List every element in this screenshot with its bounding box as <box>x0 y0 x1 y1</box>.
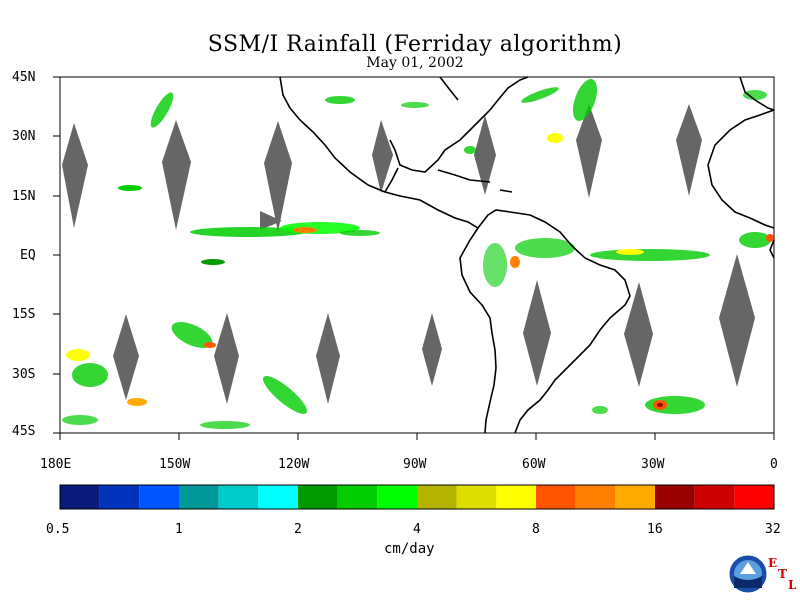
colorbar-swatch <box>575 485 616 509</box>
colorbar-swatch <box>337 485 378 509</box>
swath-gap <box>264 121 292 232</box>
lon-label: 180E <box>40 457 72 472</box>
lon-label: 120W <box>278 457 310 472</box>
lat-label: 15S <box>12 307 36 322</box>
colorbar-swatch <box>655 485 695 509</box>
colorbar-swatch <box>377 485 417 509</box>
etl-letter: L <box>788 578 797 592</box>
colorbar-swatch <box>99 485 140 509</box>
swath-gap <box>523 280 551 386</box>
map-date: May 01, 2002 <box>366 55 464 71</box>
colorbar-swatch <box>536 485 576 509</box>
colorbar-swatch <box>496 485 536 509</box>
colorbar-swatch <box>139 485 179 509</box>
colorbar-swatch <box>734 485 774 509</box>
map-title: SSM/I Rainfall (Ferriday algorithm) <box>207 32 623 57</box>
etl-letter: E <box>768 556 778 570</box>
swath-gap <box>214 313 239 404</box>
lat-label: 30N <box>12 129 36 144</box>
colorbar-swatch <box>179 485 219 509</box>
colorbar-swatch <box>60 485 100 509</box>
swath-gap <box>624 282 653 387</box>
colorbar-swatch <box>258 485 298 509</box>
swath-gap <box>719 254 755 387</box>
colorbar-tick-label: 16 <box>647 522 663 537</box>
lat-label: 15N <box>12 189 36 204</box>
swath-gap <box>162 120 191 230</box>
lat-label: 45S <box>12 424 36 439</box>
lon-label: 90W <box>403 457 427 472</box>
colorbar-tick-label: 32 <box>765 522 781 537</box>
colorbar-tick-label: 4 <box>413 522 421 537</box>
lon-label: 150W <box>159 457 191 472</box>
axis-ticks <box>53 76 775 440</box>
lon-label: 30W <box>641 457 665 472</box>
noaa-logo <box>728 554 768 594</box>
colorbar-frame <box>59 484 775 510</box>
swath-gap <box>260 211 282 230</box>
colorbar-swatch <box>298 485 338 509</box>
swath-gap <box>576 104 602 198</box>
lat-label: EQ <box>20 248 36 263</box>
colorbar-tick-label: 2 <box>294 522 302 537</box>
colorbar-tick-label: 0.5 <box>46 522 70 537</box>
lon-label: 60W <box>522 457 546 472</box>
coastlines <box>279 76 775 434</box>
colorbar <box>59 484 775 510</box>
lat-label: 45N <box>12 70 36 85</box>
swath-gap <box>113 314 139 400</box>
swath-gap <box>422 313 442 386</box>
swath-gaps <box>62 104 755 404</box>
lat-label: 30S <box>12 367 36 382</box>
swath-gap <box>316 313 340 404</box>
colorbar-tick-label: 1 <box>175 522 183 537</box>
colorbar-units: cm/day <box>384 541 435 557</box>
rain-patches <box>62 79 774 429</box>
colorbar-swatch <box>615 485 655 509</box>
colorbar-swatch <box>694 485 735 509</box>
colorbar-swatch <box>218 485 259 509</box>
colorbar-swatch <box>456 485 497 509</box>
colorbar-swatch <box>417 485 457 509</box>
etl-letter: T <box>778 567 787 581</box>
lon-label: 0 <box>770 457 778 472</box>
swath-gap <box>676 104 702 196</box>
colorbar-tick-label: 8 <box>532 522 540 537</box>
swath-gap <box>62 123 88 228</box>
swath-gap <box>372 120 393 193</box>
swath-gap <box>474 115 496 195</box>
